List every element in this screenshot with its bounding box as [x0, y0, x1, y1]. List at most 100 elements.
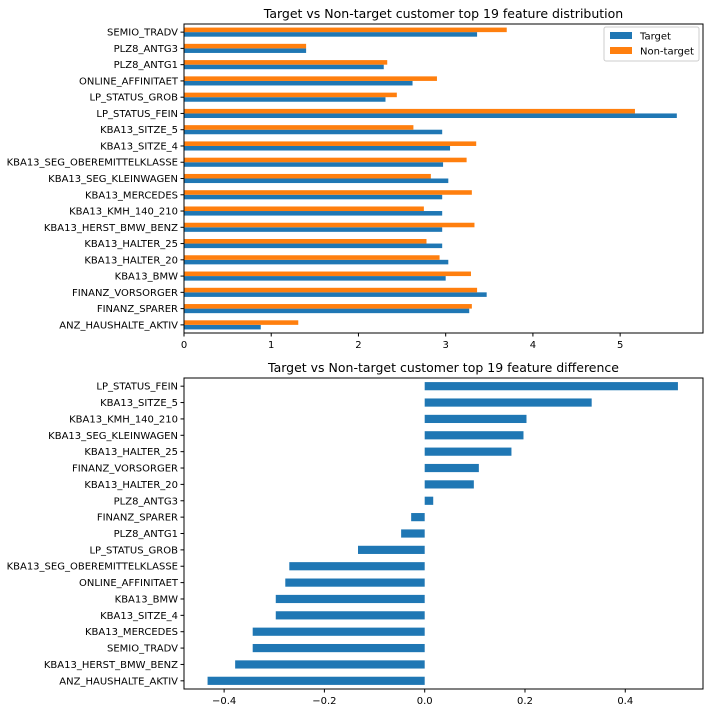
- bar-non-target-semio-tradv: [184, 27, 507, 33]
- y-tick-label: ANZ_HAUSHALTE_AKTIV: [59, 320, 178, 331]
- y-tick-label: KBA13_SEG_OBEREMITTELKLASSE: [7, 562, 178, 573]
- x-tick-label: 0.4: [617, 696, 633, 707]
- x-tick-label: −0.4: [212, 696, 236, 707]
- legend-label-target: Target: [639, 32, 671, 43]
- bar-difference-kba13-herst-bmw-benz: [235, 660, 425, 669]
- bar-non-target-anz-haushalte-aktiv: [184, 320, 299, 325]
- y-tick-label: LP_STATUS_FEIN: [96, 109, 178, 120]
- y-tick-label: FINANZ_VORSORGER: [72, 464, 178, 475]
- legend-label-non-target: Non-target: [640, 47, 694, 58]
- bar-non-target-plz8-antg1: [184, 60, 388, 65]
- difference-chart-title: Target vs Non-target customer top 19 fea…: [267, 360, 619, 375]
- y-tick-label: ANZ_HAUSHALTE_AKTIV: [59, 676, 178, 687]
- bar-difference-kba13-halter-20: [424, 480, 474, 489]
- bar-difference-kba13-seg-oberemittelklasse: [289, 562, 425, 571]
- bar-difference-online-affinitaet: [285, 578, 425, 587]
- bar-non-target-kba13-mercedes: [184, 190, 472, 195]
- y-tick-label: KBA13_HALTER_25: [84, 447, 178, 458]
- bar-non-target-lp-status-grob: [184, 92, 397, 98]
- bar-difference-kba13-seg-kleinwagen: [424, 431, 524, 440]
- x-tick-label: 0.2: [517, 696, 533, 707]
- x-tick-label: 4: [530, 340, 536, 351]
- legend-swatch-non-target: [610, 47, 632, 54]
- bar-target-kba13-seg-oberemittelklasse: [184, 162, 444, 167]
- y-tick-label: PLZ8_ANTG1: [114, 529, 178, 540]
- difference-chart: Target vs Non-target customer top 19 fea…: [7, 360, 704, 707]
- bar-non-target-kba13-sitze-5: [184, 125, 414, 130]
- bar-target-kba13-seg-kleinwagen: [184, 178, 449, 184]
- bar-non-target-kba13-halter-20: [184, 255, 440, 260]
- distribution-chart-legend: Target Non-target: [603, 26, 700, 62]
- y-tick-label: KBA13_KMH_140_210: [69, 207, 178, 218]
- bar-target-kba13-sitze-4: [184, 145, 451, 151]
- bar-target-kba13-kmh-140-210: [184, 211, 443, 216]
- bar-difference-kba13-bmw: [275, 594, 425, 604]
- bar-target-online-affinitaet: [184, 80, 413, 86]
- y-tick-label: KBA13_HALTER_25: [84, 239, 178, 250]
- bar-difference-kba13-kmh-140-210: [424, 414, 527, 424]
- bar-target-kba13-bmw: [184, 276, 446, 281]
- bar-non-target-kba13-herst-bmw-benz: [184, 222, 475, 228]
- y-tick-label: KBA13_MERCEDES: [85, 190, 178, 201]
- bar-difference-lp-status-fein: [424, 382, 678, 391]
- bar-non-target-online-affinitaet: [184, 76, 437, 81]
- bar-non-target-finanz-vorsorger: [184, 287, 478, 293]
- y-tick-label: FINANZ_SPARER: [97, 304, 178, 315]
- bar-target-semio-tradv: [184, 32, 478, 37]
- y-tick-label: KBA13_BMW: [115, 272, 178, 283]
- y-tick-label: KBA13_SITZE_4: [100, 611, 178, 622]
- bar-target-anz-haushalte-aktiv: [184, 324, 261, 330]
- bar-difference-plz8-antg3: [424, 496, 434, 505]
- legend-swatch-target: [610, 32, 632, 39]
- y-tick-label: KBA13_BMW: [115, 594, 178, 605]
- bar-difference-kba13-sitze-5: [424, 398, 592, 407]
- bar-target-kba13-herst-bmw-benz: [184, 227, 443, 232]
- y-tick-label: PLZ8_ANTG1: [114, 60, 178, 71]
- bar-difference-semio-tradv: [252, 643, 425, 653]
- bar-difference-anz-haushalte-aktiv: [207, 676, 425, 685]
- y-tick-label: KBA13_SITZE_5: [100, 125, 178, 136]
- bar-target-finanz-sparer: [184, 308, 470, 314]
- distribution-chart: Target vs Non-target customer top 19 fea…: [7, 6, 704, 351]
- y-tick-label: LP_STATUS_FEIN: [96, 382, 178, 393]
- y-tick-label: KBA13_SITZE_5: [100, 398, 178, 409]
- bar-target-plz8-antg3: [184, 48, 307, 53]
- bar-non-target-lp-status-fein: [184, 108, 635, 114]
- bar-non-target-plz8-antg3: [184, 43, 307, 49]
- x-tick-label: 2: [355, 340, 361, 351]
- bar-target-lp-status-fein: [184, 113, 677, 119]
- y-tick-label: KBA13_HALTER_20: [84, 255, 178, 266]
- bar-non-target-kba13-seg-kleinwagen: [184, 173, 431, 179]
- bar-non-target-kba13-seg-oberemittelklasse: [184, 157, 467, 163]
- bar-difference-finanz-vorsorger: [424, 463, 479, 473]
- y-tick-label: LP_STATUS_GROB: [89, 93, 178, 104]
- y-tick-label: KBA13_HALTER_20: [84, 480, 178, 491]
- bar-difference-lp-status-grob: [358, 545, 425, 554]
- x-tick-label: 0: [181, 340, 187, 351]
- y-tick-label: PLZ8_ANTG3: [114, 44, 178, 55]
- y-tick-label: SEMIO_TRADV: [107, 644, 178, 655]
- y-tick-label: KBA13_SEG_KLEINWAGEN: [48, 174, 178, 185]
- bar-target-finanz-vorsorger: [184, 292, 487, 297]
- y-tick-label: KBA13_HERST_BMW_BENZ: [44, 223, 178, 234]
- bar-target-kba13-halter-25: [184, 243, 443, 249]
- y-tick-label: ONLINE_AFFINITAET: [79, 76, 179, 87]
- difference-chart-frame: [183, 377, 704, 690]
- bar-target-plz8-antg1: [184, 64, 384, 70]
- bar-non-target-kba13-kmh-140-210: [184, 206, 424, 212]
- y-tick-label: KBA13_SEG_KLEINWAGEN: [48, 431, 178, 442]
- x-tick-label: 1: [268, 340, 274, 351]
- x-tick-label: 3: [442, 340, 448, 351]
- bar-target-kba13-mercedes: [184, 194, 443, 200]
- y-tick-label: KBA13_HERST_BMW_BENZ: [44, 660, 178, 671]
- x-tick-label: 0.0: [417, 696, 433, 707]
- bar-non-target-finanz-sparer: [184, 304, 472, 309]
- y-tick-label: KBA13_SEG_OBEREMITTELKLASSE: [7, 158, 178, 169]
- bar-target-kba13-sitze-5: [184, 129, 443, 135]
- bar-difference-kba13-sitze-4: [275, 611, 425, 620]
- bar-difference-finanz-sparer: [411, 513, 425, 522]
- x-tick-label: 5: [617, 340, 623, 351]
- bar-target-kba13-halter-20: [184, 259, 449, 265]
- distribution-chart-title: Target vs Non-target customer top 19 fea…: [263, 6, 623, 21]
